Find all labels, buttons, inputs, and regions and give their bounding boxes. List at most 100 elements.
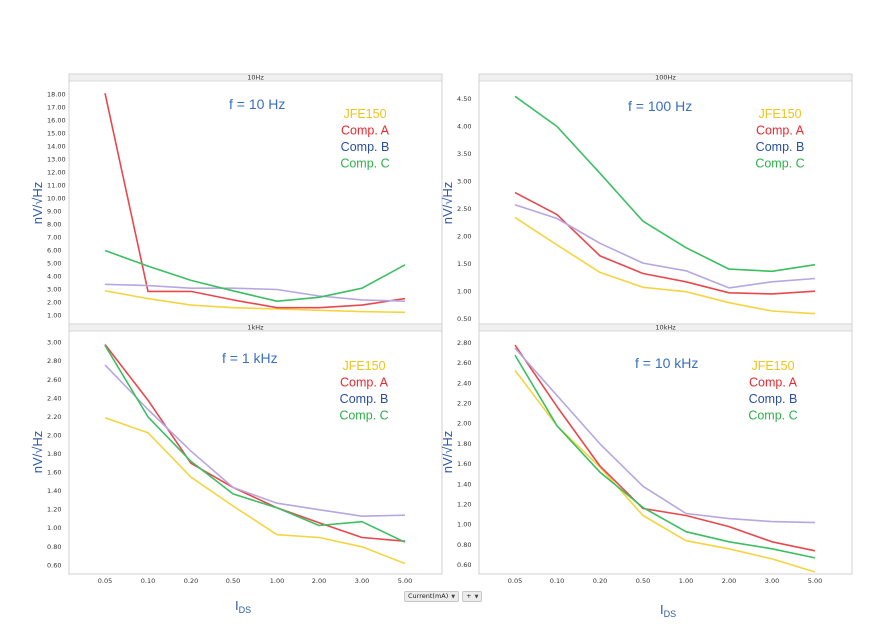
legend-entry: JFE150 — [758, 107, 801, 121]
y-tick-label: 8.00 — [47, 221, 61, 229]
series-line-comp-c — [104, 249, 406, 303]
y-tick-label: 2.00 — [457, 420, 471, 428]
x-tick-label: 0.05 — [508, 577, 522, 585]
panel-title: 100Hz — [655, 74, 676, 82]
y-tick-label: 14.00 — [47, 143, 66, 151]
x-tick-label: 3.00 — [355, 577, 369, 585]
x-tick-label: 5.00 — [808, 577, 822, 585]
series-line-comp-c — [514, 354, 816, 559]
y-tick-label: 13.00 — [47, 156, 66, 164]
series-line-comp-a — [104, 344, 406, 542]
x-tick-label: 0.20 — [184, 577, 198, 585]
legend-entry: JFE150 — [751, 359, 794, 373]
series-line-comp-a — [514, 344, 816, 552]
series-line-comp-b — [514, 203, 816, 289]
y-tick-label: 1.20 — [47, 506, 61, 514]
panel-1khz: 1kHz 0.60 0.80 1.00 1.20 1.40 1.60 1.80 2.00 2.20… — [30, 323, 443, 585]
series-line-comp-a — [104, 93, 406, 309]
y-tick-label: 1.20 — [457, 500, 471, 508]
panel-frame — [68, 323, 443, 575]
legend-entry: Comp. A — [341, 124, 390, 138]
legend-entry: JFE150 — [343, 107, 386, 121]
current-dropdown[interactable]: Current(mA) ▼ — [404, 591, 460, 602]
add-axis-button[interactable]: + ▼ — [462, 591, 483, 602]
x-tick-label: 0.10 — [141, 577, 155, 585]
series-line-comp-a — [514, 191, 816, 295]
legend-entry: Comp. A — [340, 376, 389, 390]
y-tick-label: 1.40 — [457, 480, 471, 488]
legend-entry: Comp. A — [756, 124, 805, 138]
axis-toolbar: Current(mA) ▼ + ▼ — [404, 591, 483, 602]
series-line-comp-b — [104, 283, 406, 302]
panel-title: 10Hz — [247, 74, 264, 82]
y-tick-label: 3.50 — [457, 150, 471, 158]
legend-entry: Comp. C — [340, 157, 389, 171]
x-tick-label: 0.20 — [593, 577, 607, 585]
x-tick-label: 2.00 — [312, 577, 326, 585]
y-tick-label: 3.00 — [457, 178, 471, 186]
y-tick-label: 1.40 — [47, 487, 61, 495]
x-tick-label: 1.00 — [679, 577, 693, 585]
y-tick-label: 1.50 — [457, 260, 471, 268]
y-tick-label: 15.00 — [47, 130, 66, 138]
legend-entry: JFE150 — [342, 359, 385, 373]
x-tick-label: 0.10 — [550, 577, 564, 585]
y-tick-label: 2.50 — [457, 205, 471, 213]
legend-entry: Comp. B — [749, 392, 798, 406]
x-tick-label: 3.00 — [765, 577, 779, 585]
panel-title: 1kHz — [247, 324, 264, 332]
y-tick-label: 2.60 — [457, 359, 471, 367]
y-tick-label: 16.00 — [47, 117, 66, 125]
y-tick-label: 1.00 — [47, 312, 61, 320]
y-tick-label: 18.00 — [47, 91, 66, 99]
current-dropdown-label: Current(mA) — [408, 592, 449, 600]
y-tick-label: 1.60 — [47, 469, 61, 477]
y-axis-label: nV/√Hz — [30, 431, 45, 474]
panel-title-bar — [68, 73, 443, 82]
y-tick-label: 1.60 — [457, 460, 471, 468]
frequency-annotation: f = 100 Hz — [628, 98, 692, 114]
frequency-annotation: f = 1 kHz — [222, 350, 278, 366]
y-tick-label: 17.00 — [47, 104, 66, 112]
series-line-comp-b — [514, 347, 816, 524]
y-tick-label: 1.80 — [47, 450, 61, 458]
y-tick-label: 10.00 — [47, 195, 66, 203]
legend-entry: Comp. C — [755, 157, 804, 171]
y-tick-label: 4.00 — [47, 273, 61, 281]
y-tick-label: 7.00 — [47, 234, 61, 242]
series-line-comp-c — [104, 344, 406, 543]
chevron-down-icon: ▼ — [474, 594, 479, 600]
y-tick-label: 2.40 — [47, 394, 61, 402]
y-tick-label: 0.80 — [457, 541, 471, 549]
x-tick-label: 0.05 — [98, 577, 112, 585]
panel-frame — [68, 73, 443, 335]
y-tick-label: 4.00 — [457, 123, 471, 131]
y-tick-label: 3.00 — [47, 286, 61, 294]
y-tick-label: 2.40 — [457, 379, 471, 387]
x-axis-label-main: I — [660, 602, 664, 617]
y-tick-label: 2.20 — [457, 400, 471, 408]
series-line-comp-c — [514, 95, 816, 273]
panel-title: 10kHz — [655, 324, 676, 332]
legend-entry: Comp. C — [748, 409, 797, 423]
y-tick-label: 1.00 — [457, 288, 471, 296]
y-axis-label: nV/√Hz — [440, 182, 455, 225]
legend-entry: Comp. B — [756, 140, 805, 154]
x-axis-label: IDS — [660, 602, 676, 619]
y-tick-label: 6.00 — [47, 247, 61, 255]
x-axis-label-subscript: DS — [664, 609, 677, 619]
y-tick-label: 2.80 — [47, 357, 61, 365]
y-tick-label: 12.00 — [47, 169, 66, 177]
x-tick-label: 0.50 — [226, 577, 240, 585]
panel-title-bar — [68, 323, 443, 332]
y-tick-label: 0.80 — [47, 543, 61, 551]
panel-frame — [478, 323, 853, 575]
x-tick-label: 0.50 — [636, 577, 650, 585]
legend-entry: Comp. C — [339, 409, 388, 423]
chevron-down-icon: ▼ — [451, 594, 456, 600]
y-axis-label: nV/√Hz — [440, 431, 455, 474]
frequency-annotation: f = 10 Hz — [229, 96, 285, 112]
x-tick-label: 1.00 — [270, 577, 284, 585]
y-tick-label: 11.00 — [47, 182, 66, 190]
y-tick-label: 2.80 — [457, 339, 471, 347]
